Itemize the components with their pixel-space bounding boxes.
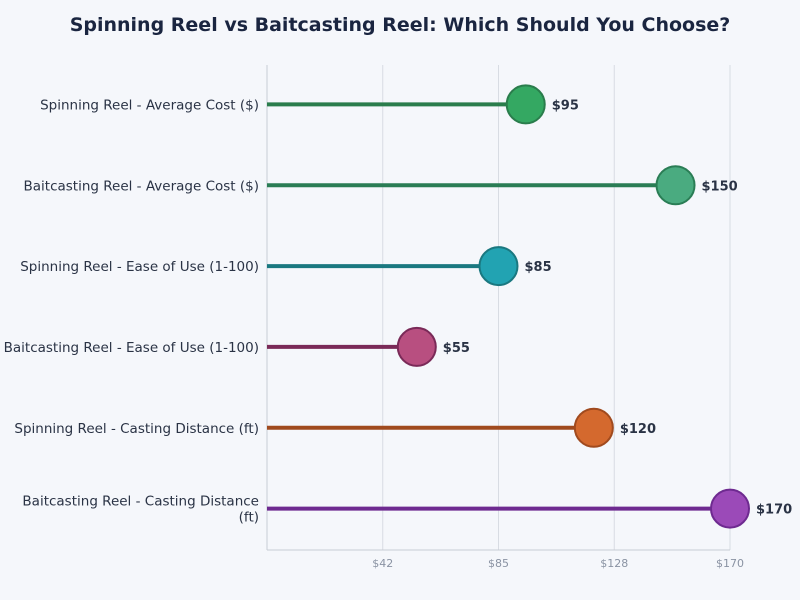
data-label: $85 bbox=[525, 260, 552, 275]
x-tick-label: $85 bbox=[488, 557, 509, 570]
x-tick-label: $42 bbox=[372, 557, 393, 570]
lollipop-dot bbox=[478, 246, 519, 287]
data-label: $95 bbox=[552, 98, 579, 113]
category-label: Spinning Reel - Casting Distance (ft) bbox=[14, 421, 259, 437]
category-label: (ft) bbox=[239, 510, 259, 526]
x-tick-label: $128 bbox=[600, 557, 628, 570]
data-label: $55 bbox=[443, 341, 470, 356]
lollipop-dot bbox=[710, 488, 750, 529]
category-label: Spinning Reel - Ease of Use (1-100) bbox=[20, 259, 259, 275]
category-label: Spinning Reel - Average Cost ($) bbox=[40, 97, 259, 113]
lollipop-dot bbox=[573, 407, 614, 448]
data-label: $120 bbox=[620, 422, 656, 437]
lollipop-dot bbox=[396, 326, 437, 367]
lollipop-dot bbox=[505, 84, 546, 125]
x-tick-label: $170 bbox=[716, 557, 744, 570]
data-label: $170 bbox=[756, 503, 792, 518]
category-label: Baitcasting Reel - Average Cost ($) bbox=[23, 178, 259, 194]
category-label: Baitcasting Reel - Ease of Use (1-100) bbox=[4, 340, 259, 356]
chart-title: Spinning Reel vs Baitcasting Reel: Which… bbox=[69, 14, 731, 36]
lollipop-dot bbox=[655, 165, 696, 206]
category-label: Baitcasting Reel - Casting Distance bbox=[22, 494, 259, 510]
data-label: $150 bbox=[702, 179, 738, 194]
